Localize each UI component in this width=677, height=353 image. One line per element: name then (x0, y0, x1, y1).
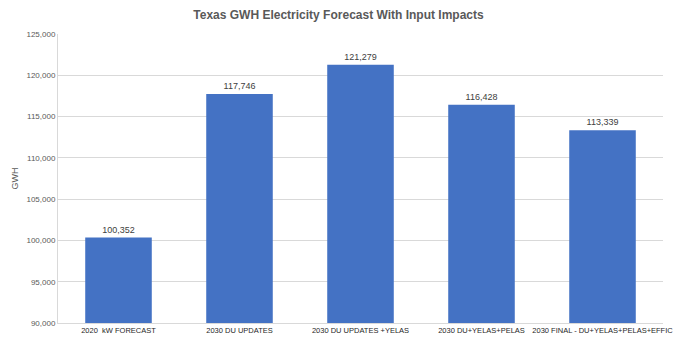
svg-text:90,000: 90,000 (31, 319, 56, 328)
svg-text:117,746: 117,746 (224, 81, 256, 91)
svg-text:Texas GWH Electricity Forecast: Texas GWH Electricity Forecast With Inpu… (193, 8, 484, 22)
svg-text:GWH: GWH (10, 168, 20, 190)
svg-text:120,000: 120,000 (26, 71, 55, 80)
svg-text:2030 DU UPDATES: 2030 DU UPDATES (206, 326, 273, 335)
svg-text:2030 FINAL - DU+YELAS+PELAS+EF: 2030 FINAL - DU+YELAS+PELAS+EFFIC (532, 326, 673, 335)
svg-text:113,339: 113,339 (587, 117, 619, 127)
svg-text:100,352: 100,352 (102, 225, 135, 235)
svg-text:116,428: 116,428 (466, 92, 498, 102)
svg-text:2030 DU+YELAS+PELAS: 2030 DU+YELAS+PELAS (438, 326, 525, 335)
svg-text:110,000: 110,000 (27, 154, 56, 163)
svg-text:121,279: 121,279 (344, 52, 377, 62)
svg-text:100,000: 100,000 (26, 236, 55, 245)
svg-text:2030 DU UPDATES +YELAS: 2030 DU UPDATES +YELAS (312, 326, 409, 335)
svg-text:95,000: 95,000 (31, 278, 56, 287)
svg-text:105,000: 105,000 (26, 195, 55, 204)
svg-text:125,000: 125,000 (26, 30, 55, 39)
svg-text:2020 kW FORECAST: 2020 kW FORECAST (81, 326, 156, 335)
svg-text:115,000: 115,000 (27, 112, 56, 121)
